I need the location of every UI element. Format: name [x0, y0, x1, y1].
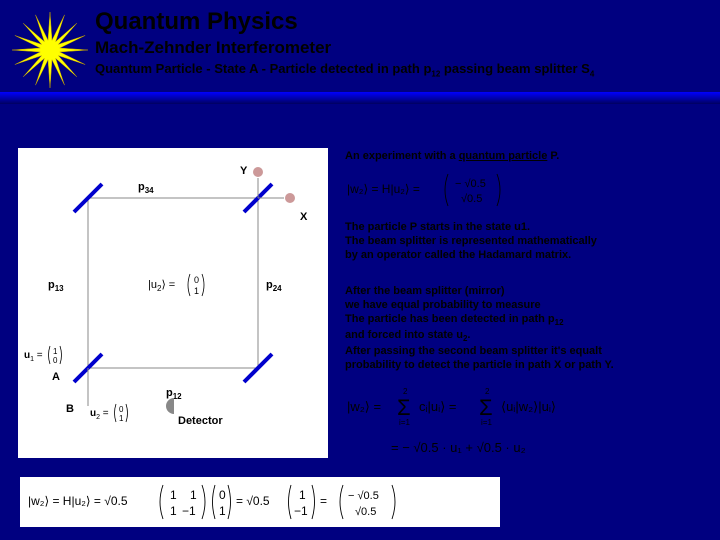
label-detector: Detector [178, 415, 223, 427]
label-y: Y [240, 165, 248, 177]
label-p24: p24 [266, 279, 282, 293]
interferometer-diagram: Y X p34 p13 p24 p12 A B Detector u1 = 1 … [18, 148, 328, 458]
svg-text:√0.5: √0.5 [461, 193, 482, 205]
para3-l2: we have equal probability to measure [345, 299, 710, 311]
label-p34: p34 [138, 181, 154, 195]
intro-line: An experiment with a quantum particle P. [345, 150, 710, 162]
svg-text:1: 1 [194, 286, 199, 296]
para3-l1: After the beam splitter (mirror) [345, 285, 710, 297]
para3-l5: After passing the second beam splitter i… [345, 345, 710, 357]
svg-text:Σ: Σ [397, 395, 411, 420]
svg-text:√0.5: √0.5 [355, 506, 376, 518]
svg-text:|w₂⟩ =: |w₂⟩ = [347, 399, 381, 414]
eq-u1-vec: 1 0 [49, 346, 62, 365]
para2-l3: by an operator called the Hadamard matri… [345, 249, 710, 261]
svg-text:1: 1 [219, 504, 226, 518]
para3-l4: and forced into state u2. [345, 329, 710, 343]
equation-w2-sum: |w₂⟩ = Σ 2 i=1 cᵢ|uᵢ⟩ = Σ 2 i=1 ⟨uᵢ|w₂⟩|… [345, 385, 710, 432]
label-x: X [300, 211, 308, 223]
svg-text:0: 0 [194, 275, 199, 285]
svg-text:−1: −1 [182, 504, 196, 518]
eq-u2-ket: |u2⟩ = [148, 279, 175, 293]
page-subtitle: Mach-Zehnder Interferometer [95, 38, 594, 58]
eq-bottom-lhs: |w₂⟩ = H|u₂⟩ = √0.5 [28, 494, 128, 508]
svg-text:1: 1 [190, 488, 197, 502]
svg-text:Σ: Σ [479, 395, 493, 420]
svg-text:2: 2 [485, 387, 490, 396]
svg-text:0: 0 [219, 488, 226, 502]
svg-text:1: 1 [53, 347, 58, 356]
gradient-divider [0, 92, 720, 104]
page-subline: Quantum Particle - State A - Particle de… [95, 61, 594, 79]
page-title: Quantum Physics [95, 8, 594, 36]
svg-text:1: 1 [170, 504, 177, 518]
eq-u2-ket-vec: 0 1 [188, 274, 204, 296]
svg-text:i=1: i=1 [399, 418, 410, 427]
svg-text:−1: −1 [294, 504, 308, 518]
eq-bottom-eq2: = [320, 494, 327, 508]
label-p12: p12 [166, 387, 182, 401]
eq-u1: u1 = [24, 350, 43, 363]
label-b: B [66, 403, 74, 415]
equation-w2-expanded: = − √0.5 · u₁ + √0.5 · u₂ [391, 440, 710, 455]
explanation-text: An experiment with a quantum particle P.… [345, 150, 710, 457]
label-p13: p13 [48, 279, 64, 293]
svg-text:⟨uᵢ|w₂⟩|uᵢ⟩: ⟨uᵢ|w₂⟩|uᵢ⟩ [501, 399, 556, 414]
eq-bottom-vec2: 1 −1 [289, 485, 315, 519]
eq-u2-vec: 0 1 [115, 404, 128, 423]
svg-text:1: 1 [170, 488, 177, 502]
svg-text:|w₂⟩ = H|u₂⟩ =: |w₂⟩ = H|u₂⟩ = [347, 182, 420, 196]
eq-bottom-vec1: 0 1 [213, 485, 231, 519]
detector-y-dot [253, 167, 263, 177]
eq-bottom-vec3: − √0.5 √0.5 [340, 485, 395, 519]
equation-bottom-box: |w₂⟩ = H|u₂⟩ = √0.5 1 1 1 −1 0 1 = √0.5 … [20, 477, 500, 527]
label-a: A [52, 371, 60, 383]
svg-text:2: 2 [403, 387, 408, 396]
svg-text:cᵢ|uᵢ⟩ =: cᵢ|uᵢ⟩ = [419, 399, 456, 414]
detector-x-dot [285, 193, 295, 203]
svg-text:0: 0 [119, 405, 124, 414]
svg-text:− √0.5: − √0.5 [348, 490, 379, 502]
svg-text:0: 0 [53, 356, 58, 365]
eq-bottom-matrix: 1 1 1 −1 [160, 485, 205, 519]
eq-u2: u2 = [90, 408, 109, 421]
detector-icon [166, 398, 174, 414]
svg-text:i=1: i=1 [481, 418, 492, 427]
para2-l2: The beam splitter is represented mathema… [345, 235, 710, 247]
eq-bottom-eq1: = √0.5 [236, 494, 270, 508]
slide-header: Quantum Physics Mach-Zehnder Interferome… [95, 8, 594, 79]
para2-l1: The particle P starts in the state u1. [345, 221, 710, 233]
starburst-logo [10, 10, 90, 90]
svg-text:1: 1 [119, 414, 124, 423]
para3-l3: The particle has been detected in path p… [345, 313, 710, 327]
equation-w2-vector: |w₂⟩ = H|u₂⟩ = − √0.5 √0.5 [345, 170, 710, 213]
svg-text:− √0.5: − √0.5 [455, 178, 486, 190]
para3-l6: probability to detect the particle in pa… [345, 359, 710, 371]
svg-text:1: 1 [299, 488, 306, 502]
